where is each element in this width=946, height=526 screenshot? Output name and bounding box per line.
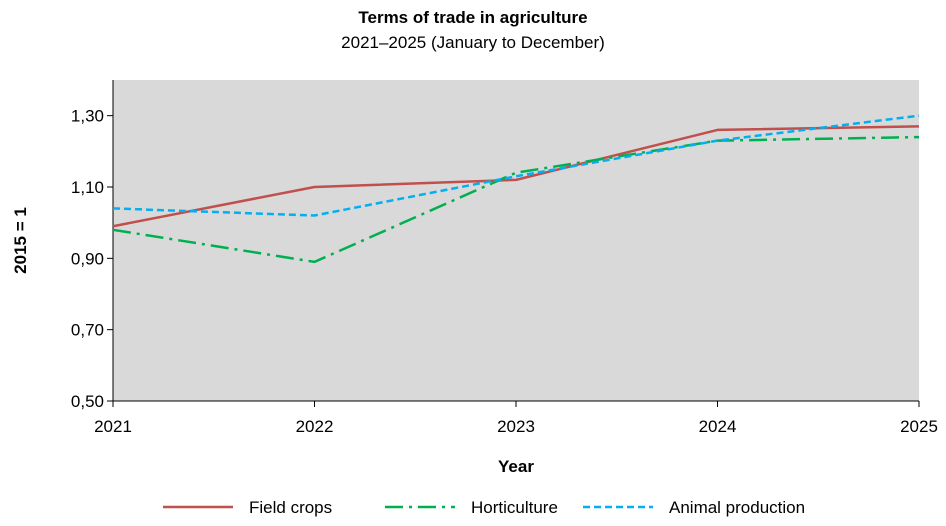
legend-label: Horticulture: [471, 498, 558, 517]
plot-area: [113, 80, 919, 401]
x-tick-label: 2024: [699, 417, 737, 436]
y-tick-label: 1,30: [71, 107, 104, 126]
x-tick-label: 2021: [94, 417, 132, 436]
x-axis-title: Year: [498, 457, 534, 476]
x-tick-label: 2023: [497, 417, 535, 436]
x-tick-label: 2025: [900, 417, 938, 436]
y-tick-label: 1,10: [71, 178, 104, 197]
legend-label: Field crops: [249, 498, 332, 517]
series-line-horticulture: [112, 135, 920, 264]
y-tick-label: 0,70: [71, 321, 104, 340]
x-tick-label: 2022: [296, 417, 334, 436]
y-axis-title: 2015 = 1: [11, 207, 30, 274]
series-line-animal-production: [112, 114, 920, 217]
y-tick-label: 0,90: [71, 249, 104, 268]
legend-label: Animal production: [669, 498, 805, 517]
chart-title: Terms of trade in agriculture: [358, 8, 588, 27]
series-line-field-crops: [112, 125, 920, 228]
y-tick-label: 0,50: [71, 392, 104, 411]
chart-subtitle: 2021–2025 (January to December): [341, 33, 605, 52]
